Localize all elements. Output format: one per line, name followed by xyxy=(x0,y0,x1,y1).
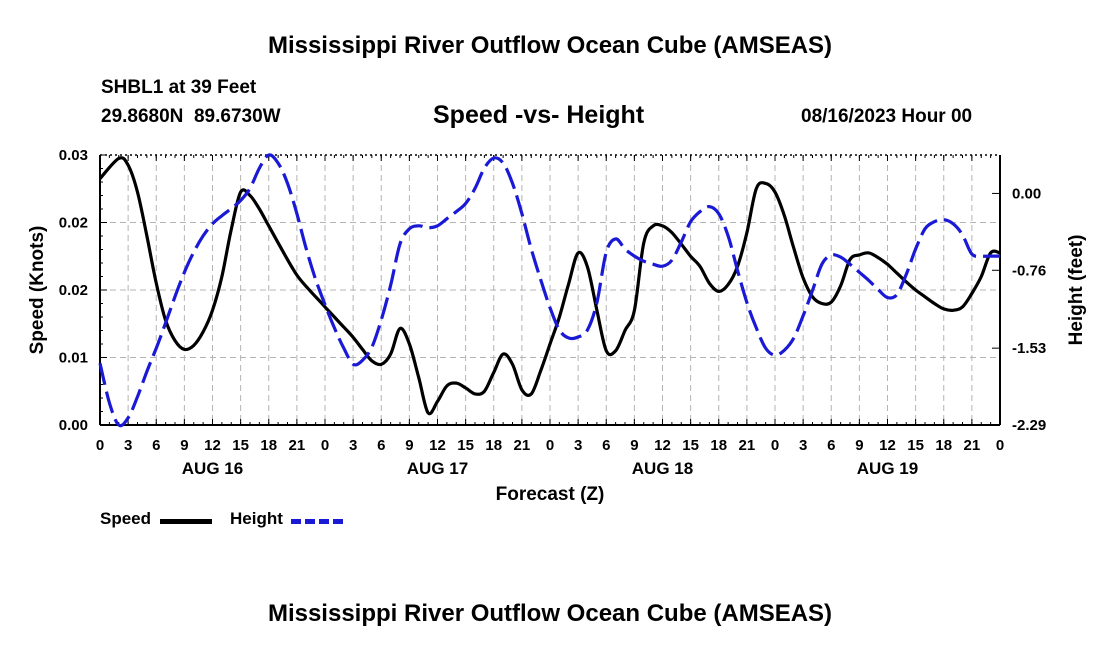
y-tick-label: 0.00 xyxy=(59,417,88,434)
x-tick-label: 18 xyxy=(260,437,277,454)
x-tick-label: 12 xyxy=(204,437,221,454)
y-tick-label: 0.02 xyxy=(59,282,88,299)
x-tick-label: 3 xyxy=(799,437,807,454)
x-tick-label: 12 xyxy=(429,437,446,454)
x-tick-label: 12 xyxy=(654,437,671,454)
legend: Speed Height xyxy=(100,509,360,531)
chart-subtitle: Speed -vs- Height xyxy=(433,101,645,129)
x-tick-label: 12 xyxy=(879,437,896,454)
x-tick-label: 6 xyxy=(602,437,610,454)
footer-title: Mississippi River Outflow Ocean Cube (AM… xyxy=(267,600,833,627)
x-tick-label: 9 xyxy=(630,437,638,454)
x-tick-label: 18 xyxy=(710,437,727,454)
x-tick-label: 9 xyxy=(405,437,413,454)
x-tick-label: 21 xyxy=(289,437,306,454)
y2-tick-label: -0.76 xyxy=(1012,262,1046,279)
legend-height-label: Height xyxy=(230,509,283,528)
y-tick-label: 0.03 xyxy=(59,147,88,164)
x-tick-label: 21 xyxy=(964,437,981,454)
y-tick-label: 0.02 xyxy=(59,215,88,232)
x-tick-label: 6 xyxy=(152,437,160,454)
speed-height-chart: 0 3 6 9 12 15 18 21 0 3 6 9 12 15 18 21 0 3 6 9 12 15 18 21 0 3 6 9… xyxy=(27,147,1087,505)
x-tick-label: 3 xyxy=(574,437,582,454)
x-tick-label: 18 xyxy=(485,437,502,454)
chart-axes xyxy=(99,154,1001,426)
y2-axis-title: Height (feet) xyxy=(1066,235,1087,346)
series-line-height xyxy=(98,153,1000,428)
x-tick-label: 15 xyxy=(232,437,249,454)
x-tick-label: 0 xyxy=(546,437,554,454)
coordinates-label: 29.8680N 89.6730W xyxy=(101,106,281,127)
x-tick-label: 21 xyxy=(739,437,756,454)
day-label: AUG 19 xyxy=(857,459,918,478)
x-tick-label: 9 xyxy=(855,437,863,454)
x-tick-label: 3 xyxy=(124,437,132,454)
y2-tick-label: -2.29 xyxy=(1012,417,1046,434)
x-axis-title: Forecast (Z) xyxy=(496,484,605,505)
y-axis-title: Speed (Knots) xyxy=(27,226,48,355)
legend-height-swatch xyxy=(291,519,343,524)
x-tick-label: 0 xyxy=(996,437,1004,454)
day-label: AUG 17 xyxy=(407,459,468,478)
y-tick-label: 0.01 xyxy=(59,350,88,367)
grid-lines xyxy=(100,155,1000,425)
x-tick-label: 18 xyxy=(935,437,952,454)
day-label: AUG 16 xyxy=(182,459,243,478)
day-label: AUG 18 xyxy=(632,459,693,478)
chart-series xyxy=(98,153,1001,428)
x-tick-label: 0 xyxy=(771,437,779,454)
y2-tick-label: -1.53 xyxy=(1012,340,1046,357)
station-label: SHBL1 at 39 Feet xyxy=(101,77,257,98)
x-tick-label: 15 xyxy=(457,437,474,454)
forecast-date: 08/16/2023 Hour 00 xyxy=(801,106,973,127)
x-tick-label: 15 xyxy=(907,437,924,454)
legend-speed-label: Speed xyxy=(100,509,152,528)
legend-speed-swatch xyxy=(160,519,212,524)
page-title: Mississippi River Outflow Ocean Cube (AM… xyxy=(267,32,833,59)
x-tick-label: 0 xyxy=(321,437,329,454)
chart-labels: 0 3 6 9 12 15 18 21 0 3 6 9 12 15 18 21 0 3 6 9 12 15 18 21 0 3 6 9… xyxy=(27,147,1087,505)
y2-tick-label: 0.00 xyxy=(1012,185,1041,202)
x-tick-label: 15 xyxy=(682,437,699,454)
x-tick-label: 21 xyxy=(514,437,531,454)
x-tick-label: 0 xyxy=(96,437,104,454)
x-tick-label: 6 xyxy=(377,437,385,454)
x-tick-label: 9 xyxy=(180,437,188,454)
x-tick-label: 3 xyxy=(349,437,357,454)
series-line-speed xyxy=(98,156,1001,416)
x-tick-label: 6 xyxy=(827,437,835,454)
